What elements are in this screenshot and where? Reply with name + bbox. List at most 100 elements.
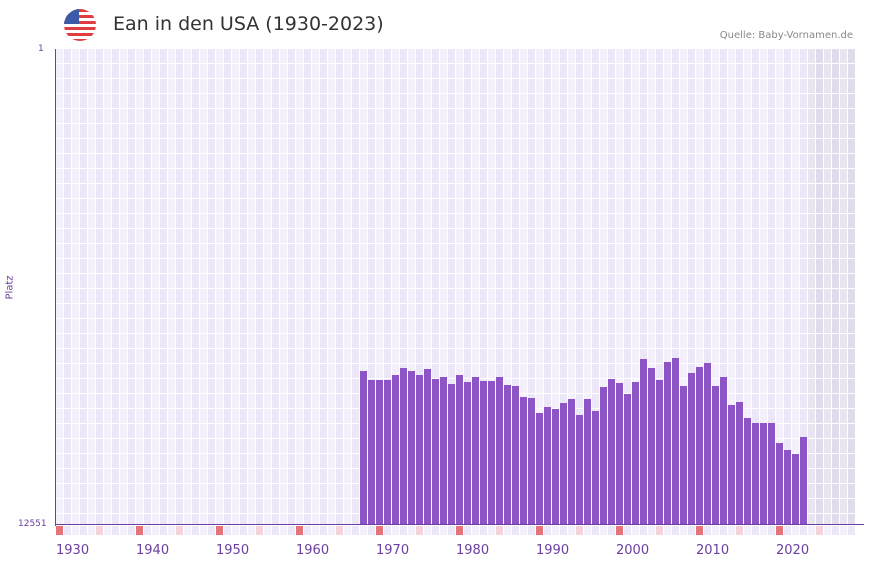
bar-2010[interactable] <box>696 367 703 525</box>
grid-cell <box>608 349 615 363</box>
bar-1984[interactable] <box>488 381 495 525</box>
grid-cell <box>72 484 79 498</box>
grid-cell <box>304 289 311 303</box>
bar-1989[interactable] <box>528 398 535 525</box>
grid-cell <box>184 454 191 468</box>
bar-1972[interactable] <box>392 375 399 525</box>
bar-1997[interactable] <box>592 411 599 525</box>
bar-1970[interactable] <box>376 380 383 525</box>
bar-2011[interactable] <box>704 363 711 525</box>
bar-1974[interactable] <box>408 371 415 525</box>
bar-1998[interactable] <box>600 387 607 525</box>
bar-2013[interactable] <box>720 377 727 525</box>
bar-2009[interactable] <box>688 373 695 525</box>
bar-1979[interactable] <box>448 384 455 525</box>
bar-1993[interactable] <box>560 403 567 525</box>
bar-2021[interactable] <box>784 450 791 525</box>
bar-2018[interactable] <box>760 423 767 525</box>
grid-cell <box>576 319 583 333</box>
bar-1994[interactable] <box>568 399 575 525</box>
grid-cell <box>448 319 455 333</box>
grid-cell <box>64 499 71 513</box>
grid-cell <box>312 454 319 468</box>
grid-cell <box>56 124 63 138</box>
bar-1976[interactable] <box>424 369 431 525</box>
bar-1990[interactable] <box>536 413 543 525</box>
grid-cell <box>264 484 271 498</box>
grid-cell <box>616 289 623 303</box>
year-marker <box>616 526 623 535</box>
grid-cell <box>104 169 111 183</box>
grid-cell <box>832 244 839 258</box>
bar-2005[interactable] <box>656 380 663 525</box>
grid-cell <box>248 94 255 108</box>
bar-2006[interactable] <box>664 362 671 525</box>
bar-1973[interactable] <box>400 368 407 525</box>
grid-cell <box>736 124 743 138</box>
bar-1980[interactable] <box>456 375 463 525</box>
bar-2002[interactable] <box>632 382 639 525</box>
bar-1978[interactable] <box>440 377 447 525</box>
bar-2000[interactable] <box>616 383 623 525</box>
grid-cell <box>320 379 327 393</box>
grid-cell <box>688 334 695 348</box>
grid-cell <box>552 184 559 198</box>
bar-2004[interactable] <box>648 368 655 525</box>
grid-cell <box>160 109 167 123</box>
bar-1992[interactable] <box>552 409 559 525</box>
bar-1996[interactable] <box>584 399 591 525</box>
bar-2003[interactable] <box>640 359 647 525</box>
grid-cell <box>104 424 111 438</box>
bar-2015[interactable] <box>736 402 743 525</box>
bar-1982[interactable] <box>472 377 479 525</box>
bar-1971[interactable] <box>384 380 391 525</box>
grid-cell <box>696 184 703 198</box>
bar-2014[interactable] <box>728 405 735 525</box>
bar-1987[interactable] <box>512 386 519 525</box>
grid-cell <box>664 349 671 363</box>
grid-cell <box>296 124 303 138</box>
grid-cell <box>624 109 631 123</box>
grid-cell <box>584 184 591 198</box>
bar-1981[interactable] <box>464 382 471 525</box>
bar-1995[interactable] <box>576 415 583 525</box>
grid-cell <box>632 259 639 273</box>
bar-2016[interactable] <box>744 418 751 525</box>
grid-cell <box>232 109 239 123</box>
bar-1983[interactable] <box>480 381 487 525</box>
grid-cell <box>376 244 383 258</box>
grid-cell <box>600 349 607 363</box>
bar-1975[interactable] <box>416 375 423 525</box>
bar-1969[interactable] <box>368 380 375 525</box>
bar-2012[interactable] <box>712 386 719 525</box>
bar-2008[interactable] <box>680 386 687 525</box>
bar-2022[interactable] <box>792 454 799 525</box>
grid-cell <box>120 424 127 438</box>
grid-cell <box>560 169 567 183</box>
grid-cell <box>760 289 767 303</box>
bar-1977[interactable] <box>432 379 439 525</box>
bar-1991[interactable] <box>544 407 551 525</box>
grid-cell <box>728 49 735 63</box>
bar-2023[interactable] <box>800 437 807 525</box>
bar-1985[interactable] <box>496 377 503 525</box>
grid-cell <box>632 184 639 198</box>
grid-cell <box>776 394 783 408</box>
grid-cell <box>696 334 703 348</box>
grid-cell <box>432 124 439 138</box>
bar-2001[interactable] <box>624 394 631 525</box>
grid-cell <box>712 259 719 273</box>
bar-1968[interactable] <box>360 371 367 525</box>
bar-1999[interactable] <box>608 379 615 525</box>
bar-2017[interactable] <box>752 423 759 525</box>
bar-1986[interactable] <box>504 385 511 525</box>
bar-2020[interactable] <box>776 443 783 525</box>
grid-cell <box>280 64 287 78</box>
bar-2007[interactable] <box>672 358 679 525</box>
grid-cell <box>536 334 543 348</box>
bar-1988[interactable] <box>520 397 527 525</box>
bar-2019[interactable] <box>768 423 775 525</box>
grid-cell <box>264 319 271 333</box>
grid-cell <box>800 304 807 318</box>
year-marker <box>504 526 511 535</box>
